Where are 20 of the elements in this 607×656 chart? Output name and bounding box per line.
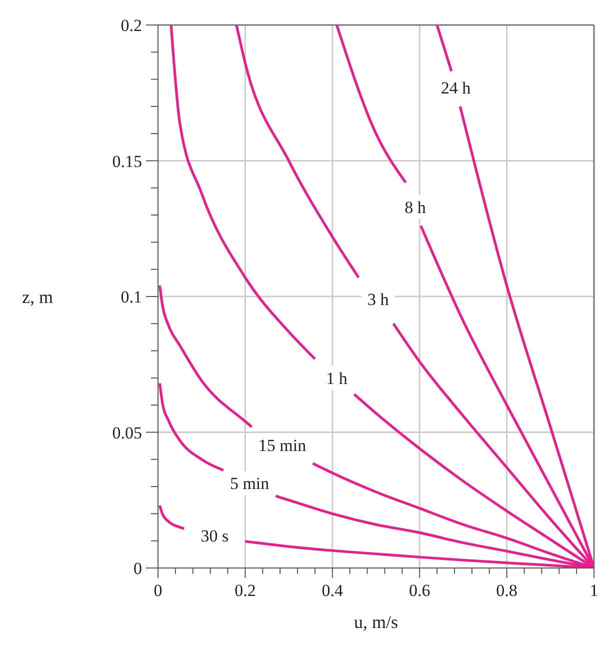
x-tick-label: 0 <box>154 581 162 600</box>
x-tick-label: 0.2 <box>234 581 256 600</box>
annotation: 5 min <box>230 474 270 494</box>
x-tick-label: 1 <box>590 581 598 600</box>
y-tick-label: 0.2 <box>120 16 142 35</box>
annotation: 8 h <box>404 198 426 217</box>
y-tick-label: 0 <box>134 559 142 578</box>
x-tick-label: 0.6 <box>408 581 430 600</box>
x-tick-label: 0.8 <box>496 581 518 600</box>
x-tick-label: 0.4 <box>322 581 344 600</box>
annotation: 30 s <box>200 526 229 546</box>
y-tick-label: 0.1 <box>120 288 142 306</box>
y-tick-label: 0.05 <box>112 423 142 442</box>
annotation: 15 min <box>258 436 307 456</box>
annotation: 3 h <box>368 290 390 310</box>
y-axis-title: z, m <box>22 286 53 307</box>
y-tick-label: 0.15 <box>112 152 142 171</box>
annotation: 24 h <box>440 78 472 98</box>
annotation: 1 h <box>326 368 348 388</box>
x-axis-title: u, m/s <box>354 612 398 632</box>
